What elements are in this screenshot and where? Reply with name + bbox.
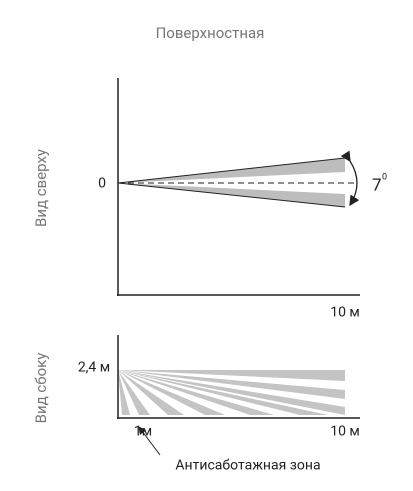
top-view-axes <box>117 78 360 296</box>
annotation-arrow <box>138 426 161 456</box>
top-view-beams <box>117 150 360 208</box>
top-distance-label: 10 м <box>330 305 360 321</box>
origin-label: 0 <box>98 176 106 192</box>
far-label: 10 м <box>330 424 360 440</box>
side-view-label: Вид сбоку <box>32 353 50 424</box>
height-label: 2,4 м <box>78 360 110 376</box>
title: Поверхностная <box>156 24 265 42</box>
annotation: Антисаботажная зона <box>175 458 320 474</box>
angle-label: 7 <box>372 175 382 195</box>
angle-unit: 0 <box>382 172 387 182</box>
side-view-beams <box>118 370 345 415</box>
side-view-axes <box>117 335 360 419</box>
top-view-label: Вид сверху <box>32 149 50 227</box>
